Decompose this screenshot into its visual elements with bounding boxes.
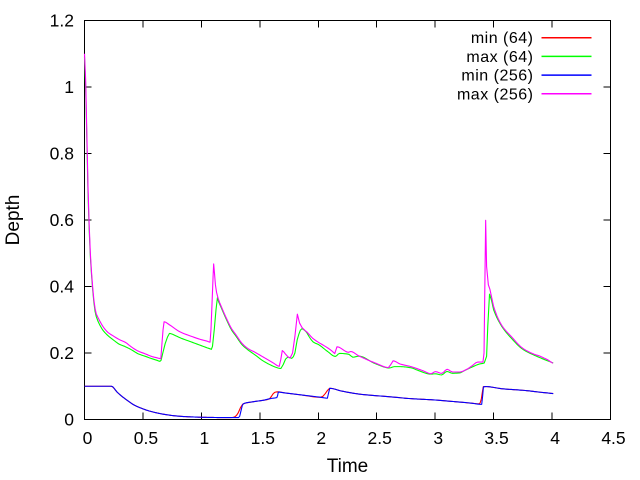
svg-text:0.8: 0.8 bbox=[50, 144, 74, 164]
svg-text:4: 4 bbox=[550, 428, 560, 448]
svg-text:0.2: 0.2 bbox=[50, 343, 74, 363]
svg-text:0: 0 bbox=[83, 428, 93, 448]
svg-text:Time: Time bbox=[327, 456, 369, 477]
svg-text:3: 3 bbox=[433, 428, 443, 448]
svg-text:Depth: Depth bbox=[3, 195, 24, 246]
svg-text:0.4: 0.4 bbox=[50, 277, 75, 297]
svg-text:1.5: 1.5 bbox=[251, 428, 275, 448]
svg-text:2: 2 bbox=[316, 428, 326, 448]
svg-text:2.5: 2.5 bbox=[368, 428, 392, 448]
svg-text:1: 1 bbox=[64, 77, 74, 97]
svg-text:3.5: 3.5 bbox=[484, 428, 508, 448]
svg-text:min (64): min (64) bbox=[471, 30, 534, 47]
svg-text:1: 1 bbox=[200, 428, 210, 448]
svg-text:max (256): max (256) bbox=[457, 86, 534, 103]
svg-text:0.5: 0.5 bbox=[134, 428, 158, 448]
svg-text:4.5: 4.5 bbox=[601, 428, 625, 448]
svg-text:1.2: 1.2 bbox=[50, 11, 74, 31]
svg-text:0.6: 0.6 bbox=[50, 210, 74, 230]
svg-text:0: 0 bbox=[64, 410, 74, 430]
svg-text:min (256): min (256) bbox=[461, 68, 533, 85]
svg-text:max (64): max (64) bbox=[466, 49, 533, 66]
